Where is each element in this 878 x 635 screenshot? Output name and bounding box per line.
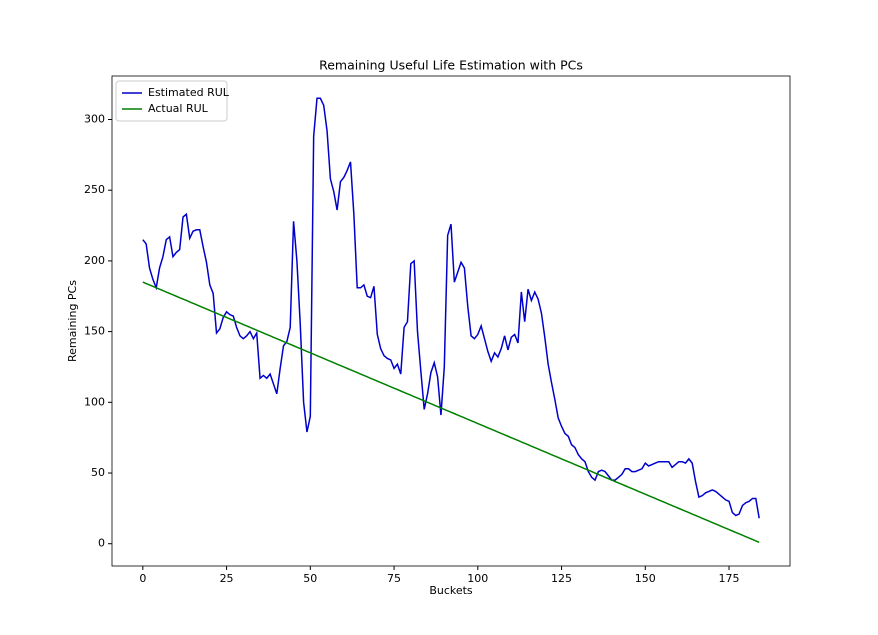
chart-title: Remaining Useful Life Estimation with PC… [319,58,583,73]
x-tick-label: 25 [220,572,234,585]
x-tick-label: 100 [467,572,488,585]
y-tick-label: 50 [91,466,105,479]
x-axis-label: Buckets [429,584,473,597]
x-tick-label: 125 [551,572,572,585]
x-tick-label: 175 [719,572,740,585]
x-tick-label: 0 [139,572,146,585]
legend-label: Estimated RUL [148,86,230,99]
x-tick-label: 150 [635,572,656,585]
y-axis-label: Remaining PCs [66,280,79,362]
plot-frame [111,75,791,567]
x-tick-label: 50 [303,572,317,585]
x-tick-label: 75 [387,572,401,585]
legend-box [115,80,228,122]
y-tick-label: 300 [84,112,105,125]
data-line [142,97,760,519]
y-tick-label: 250 [84,183,105,196]
legend-label: Actual RUL [148,102,209,115]
y-tick-label: 0 [98,537,105,550]
data-line [142,281,760,544]
y-tick-label: 150 [84,325,105,338]
y-tick-label: 200 [84,254,105,267]
y-tick-label: 100 [84,395,105,408]
